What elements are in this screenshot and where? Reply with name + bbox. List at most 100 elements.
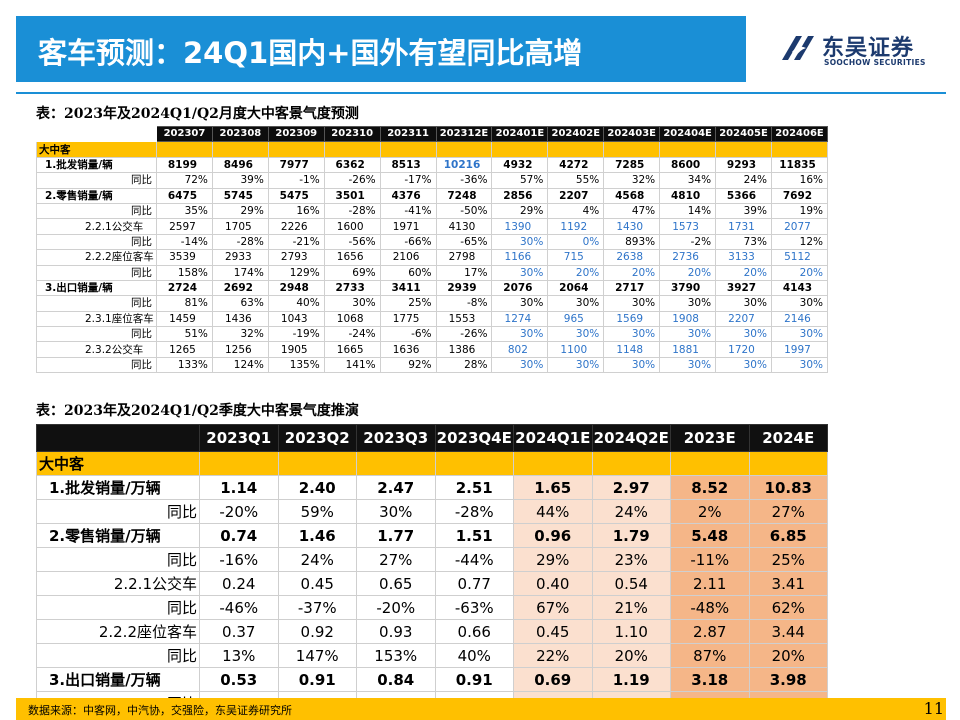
table-cell: 4376 [379, 187, 437, 204]
table-cell: 4130 [435, 218, 493, 235]
table-cell: 1148 [603, 341, 661, 358]
group-label: 大中客 [36, 141, 157, 158]
table-cell: -28% [323, 202, 381, 220]
yoy-row: 同比 35% 29% 16% -28% -41% -50% 29% 4% 47% 14% 39% 19% [36, 202, 829, 220]
metric-row: 3.出口销量/辆 2724 2692 2948 2733 3411 2939 2076 2064… [36, 279, 829, 297]
group-cell [211, 141, 269, 158]
table-cell: 6362 [323, 156, 381, 174]
monthly-forecast-table: 202307 202308 202309 202310 202311 202312E 202… [36, 125, 829, 374]
group-cell [491, 141, 549, 158]
column-header: 202308 [211, 125, 269, 143]
table-cell: 0.96 [513, 523, 593, 548]
column-header: 2023E [670, 424, 750, 452]
table-cell: 0.65 [356, 571, 436, 596]
table-cell: 0% [547, 233, 605, 251]
table-cell: 1265 [156, 341, 213, 358]
table-cell: 2933 [211, 249, 269, 266]
table-cell: 0.40 [513, 571, 593, 596]
table-cell: 2793 [267, 249, 325, 266]
table-cell: 63% [211, 295, 269, 312]
table-cell: 2076 [491, 279, 549, 297]
table-cell: 8600 [659, 156, 717, 174]
metric-row: 1.批发销量/辆 8199 8496 7977 6362 8513 10216 4932 427… [36, 156, 829, 174]
table2-caption: 表：2023年及2024Q1/Q2季度大中客景气度推演 [36, 403, 359, 419]
table-cell: 30% [356, 499, 436, 524]
table-cell: 1256 [211, 341, 269, 358]
column-header: 202311 [379, 125, 437, 143]
table-cell: 1459 [156, 310, 213, 328]
table-cell: 3133 [715, 249, 772, 266]
metric-row: 2.零售销量/万辆 0.74 1.46 1.77 1.51 0.96 1.79 5.48 6.8… [36, 523, 828, 548]
table-cell: 3411 [379, 279, 437, 297]
table-cell: 5112 [770, 249, 829, 266]
table-cell: 29% [211, 202, 269, 220]
table-cell: 0.91 [434, 667, 514, 692]
table-cell: 7248 [435, 187, 493, 204]
row-label: 2.3.2公交车 [36, 341, 157, 358]
table-cell: 147% [277, 643, 357, 668]
table-cell: -2% [659, 233, 717, 251]
group-cell [277, 451, 357, 476]
row-label: 同比 [36, 264, 157, 281]
brand-logo: 东吴证券 SOOCHOW SECURITIES [778, 28, 948, 72]
table-cell: 1430 [603, 218, 661, 235]
table-cell: 8.52 [670, 475, 750, 500]
row-label: 3.出口销量/辆 [36, 279, 157, 297]
table-cell: 16% [770, 172, 829, 189]
table-cell: -66% [379, 233, 437, 251]
column-header: 202401E [491, 125, 549, 143]
table-cell: 7977 [267, 156, 325, 174]
group-cell [199, 451, 279, 476]
table-cell: -65% [435, 233, 493, 251]
table-cell: 2798 [435, 249, 493, 266]
table-cell: 44% [513, 499, 593, 524]
row-label: 1.批发销量/万辆 [36, 475, 200, 500]
table-cell: -48% [670, 595, 750, 620]
table-cell: 0.69 [513, 667, 593, 692]
row-label: 同比 [36, 595, 200, 620]
table-cell: -28% [434, 499, 514, 524]
metric-row: 2.3.2公交车 1265 1256 1905 1665 1636 1386 802 1100 1… [36, 341, 829, 358]
table-cell: 2.11 [670, 571, 750, 596]
table-cell: 1553 [435, 310, 493, 328]
table-cell: 34% [659, 172, 717, 189]
table-cell: 1600 [323, 218, 381, 235]
table-cell: 14% [659, 202, 717, 220]
table-cell: 4568 [603, 187, 661, 204]
table-cell: 153% [356, 643, 436, 668]
metric-row: 2.3.1座位客车 1459 1436 1043 1068 1775 1553 1274 965… [36, 310, 829, 328]
row-label: 同比 [36, 202, 157, 220]
table-cell: 0.74 [199, 523, 279, 548]
table-cell: -20% [356, 595, 436, 620]
table-cell: 16% [267, 202, 325, 220]
table-cell: 30% [659, 356, 717, 374]
brand-name-cn: 东吴证券 [822, 36, 915, 61]
table-cell: 30% [659, 295, 717, 312]
metric-row: 2.2.1公交车 0.24 0.45 0.65 0.77 0.40 0.54 2.11 3.41 [36, 571, 828, 596]
table-cell: 1881 [659, 341, 717, 358]
group-cell [356, 451, 436, 476]
table-cell: 10.83 [748, 475, 828, 500]
column-header: 202402E [547, 125, 605, 143]
table-cell: 67% [513, 595, 593, 620]
table-cell: 25% [379, 295, 437, 312]
table-cell: 4810 [659, 187, 717, 204]
table-cell: 5.48 [670, 523, 750, 548]
table-cell: 0.54 [591, 571, 671, 596]
row-label: 2.2.1公交车 [36, 218, 157, 235]
yoy-row: 同比 133% 124% 135% 141% 92% 28% 30% 30% 30% 30% 30% 3… [36, 356, 829, 374]
header-corner-cell [36, 125, 157, 143]
table-cell: 40% [434, 643, 514, 668]
table-cell: 2717 [603, 279, 661, 297]
table-cell: 2.51 [434, 475, 514, 500]
table-cell: 129% [267, 264, 325, 281]
table-cell: -56% [323, 233, 381, 251]
table-cell: 6475 [156, 187, 213, 204]
table-cell: 7285 [603, 156, 661, 174]
table-cell: -8% [435, 295, 493, 312]
table-cell: 9293 [715, 156, 772, 174]
table-cell: -21% [267, 233, 325, 251]
metric-row: 2.2.2座位客车 0.37 0.92 0.93 0.66 0.45 1.10 2.87 3.4… [36, 619, 828, 644]
table-cell: 25% [748, 547, 828, 572]
table-cell: 3539 [156, 249, 213, 266]
